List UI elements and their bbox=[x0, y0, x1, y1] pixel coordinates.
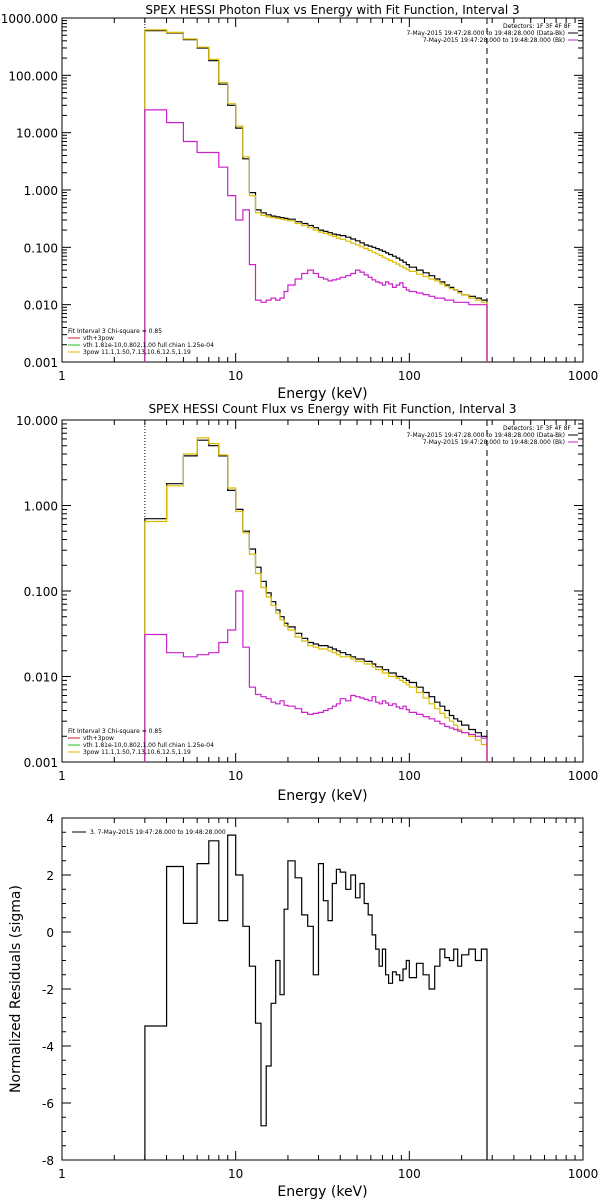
plot-frame bbox=[61, 17, 584, 363]
legend-right-entry: 7-May-2015 19:47:28.000 to 19:48:28.000 … bbox=[406, 432, 565, 439]
x-tick-label: 100 bbox=[398, 1167, 421, 1181]
y-tick-label: 0.100 bbox=[24, 241, 58, 255]
legend-entry: 3. 7-May-2015 19:47:28.000 to 19:48:28.0… bbox=[90, 829, 226, 836]
chart-title: SPEX HESSI Count Flux vs Energy with Fit… bbox=[148, 402, 516, 416]
y-tick-label: 1000.000 bbox=[1, 12, 58, 26]
y-tick-label: -2 bbox=[42, 983, 54, 997]
y-tick-label: 100.000 bbox=[8, 69, 58, 83]
x-axis-label: Energy (keV) bbox=[277, 1184, 367, 1200]
series-1-line bbox=[144, 30, 488, 362]
series-group bbox=[144, 834, 488, 1160]
legend-left-entry: vth 1.81e-10,0.802,1.00 full chian 1.25e… bbox=[83, 342, 214, 349]
x-tick-label: 1 bbox=[58, 1167, 66, 1181]
legend-left-entry: Fit Interval 3 Chi-square = 0.85 bbox=[68, 328, 162, 335]
y-tick-label: 0.100 bbox=[24, 585, 58, 599]
y-axis-label: Normalized Residuals (sigma) bbox=[8, 885, 24, 1093]
series-1-line bbox=[144, 834, 488, 1160]
x-tick-label: 10 bbox=[228, 369, 243, 383]
y-tick-label: 0.010 bbox=[24, 671, 58, 685]
y-tick-label: 2 bbox=[46, 869, 54, 883]
y-tick-label: -8 bbox=[42, 1154, 54, 1168]
y-tick-label: 0.001 bbox=[24, 756, 58, 770]
legend-left-entry: vth 1.81e-10,0.802,1.00 full chian 1.25e… bbox=[83, 742, 214, 749]
x-tick-label: 1000 bbox=[568, 769, 599, 783]
legend-right-entry: 7-May-2015 19:47:28.000 to 19:48:28.000 … bbox=[423, 439, 565, 446]
y-tick-label: 4 bbox=[46, 812, 54, 826]
plot-frame bbox=[61, 817, 584, 1161]
series-3-line bbox=[144, 109, 488, 362]
series-3-line bbox=[144, 590, 488, 762]
chart-panel-1: SPEX HESSI Photon Flux vs Energy with Fi… bbox=[1, 3, 599, 402]
x-tick-label: 100 bbox=[398, 769, 421, 783]
series-group bbox=[144, 437, 488, 762]
x-tick-label: 1 bbox=[58, 369, 66, 383]
legend-left-entry: Fit Interval 3 Chi-square = 0.85 bbox=[68, 728, 162, 735]
x-tick-label: 100 bbox=[398, 369, 421, 383]
y-tick-label: 0.010 bbox=[24, 299, 58, 313]
y-tick-label: 10.000 bbox=[16, 414, 58, 428]
detector-label: Detectors: 1F 3F 4F 8F bbox=[503, 23, 572, 30]
y-tick-label: 1.000 bbox=[24, 184, 58, 198]
legend-left-entry: 3pow 11.1,1.50,7.13,10.6,12.5,1.19 bbox=[83, 349, 191, 356]
series-2-line bbox=[144, 437, 488, 762]
detector-label: Detectors: 1F 3F 4F 8F bbox=[503, 425, 572, 432]
x-tick-label: 10 bbox=[228, 769, 243, 783]
y-tick-label: 0.001 bbox=[24, 356, 58, 370]
legend-left-entry: vth+3pow bbox=[83, 735, 114, 742]
legend-left-entry: 3pow 11.1,1.50,7.13,10.6,12.5,1.19 bbox=[83, 749, 191, 756]
x-tick-label: 1000 bbox=[568, 1167, 599, 1181]
legend-right-entry: 7-May-2015 19:47:28.000 to 19:48:28.000 … bbox=[406, 30, 565, 37]
y-tick-label: -4 bbox=[42, 1040, 54, 1054]
x-axis-label: Energy (keV) bbox=[277, 788, 367, 804]
chart-title: SPEX HESSI Photon Flux vs Energy with Fi… bbox=[145, 3, 519, 17]
y-tick-label: 1.000 bbox=[24, 500, 58, 514]
y-tick-label: -6 bbox=[42, 1097, 54, 1111]
chart-panel-3: 1 10 100 1000 -8 -6 -4 -2 0 2 4 Energy (keV) Normali… bbox=[8, 812, 598, 1200]
y-tick-label: 10.000 bbox=[16, 127, 58, 141]
chart-panel-2: SPEX HESSI Count Flux vs Energy with Fit… bbox=[16, 402, 598, 804]
legend-left-entry: vth+3pow bbox=[83, 335, 114, 342]
legend-right-entry: 7-May-2015 19:47:28.000 to 19:48:28.000 … bbox=[423, 37, 565, 44]
series-group bbox=[144, 29, 488, 362]
y-tick-label: 0 bbox=[46, 926, 54, 940]
plot-frame bbox=[61, 419, 584, 763]
x-tick-label: 1 bbox=[58, 769, 66, 783]
x-tick-label: 1000 bbox=[568, 369, 599, 383]
x-axis-label: Energy (keV) bbox=[277, 386, 367, 402]
x-tick-label: 10 bbox=[228, 1167, 243, 1181]
series-2-line bbox=[144, 29, 488, 362]
